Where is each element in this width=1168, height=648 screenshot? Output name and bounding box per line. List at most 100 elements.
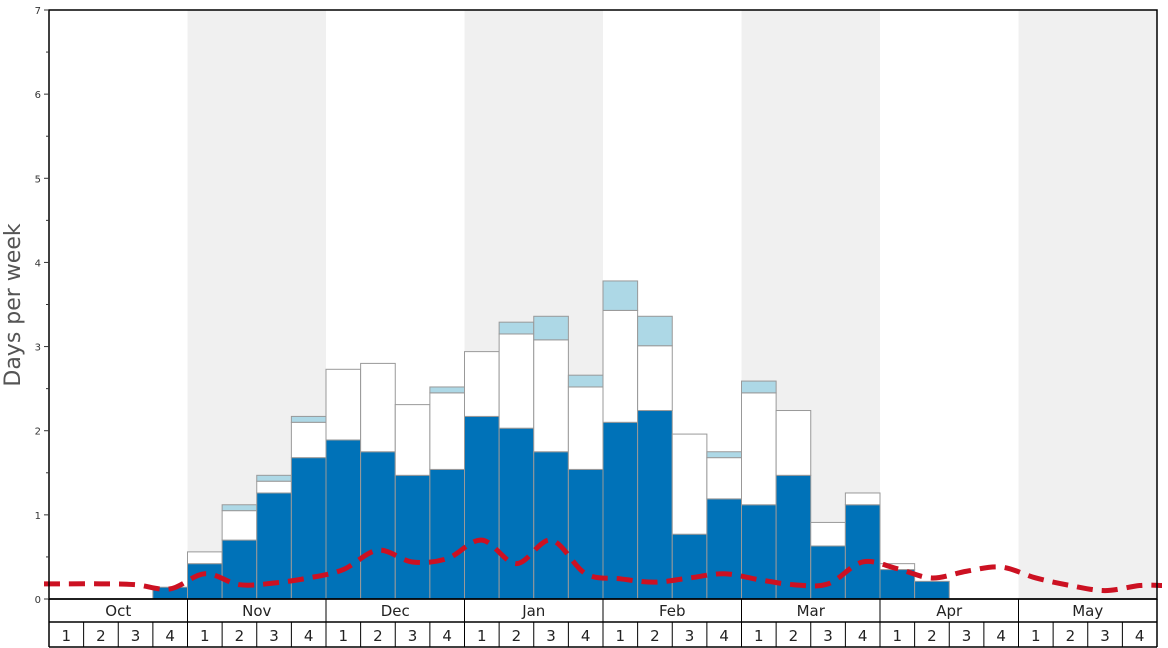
bar-segment-2 — [187, 551, 223, 565]
bar-segment-2 — [741, 392, 777, 506]
month-shading — [187, 10, 1157, 599]
week-label: 3 — [1100, 627, 1110, 645]
month-label: Apr — [936, 602, 963, 620]
bar-segment-1 — [429, 468, 465, 600]
bar-segment-2 — [706, 457, 742, 500]
bar-segment-2 — [221, 510, 258, 541]
week-label: 3 — [823, 627, 833, 645]
bar-segment-1 — [325, 439, 362, 600]
month-label: Feb — [659, 602, 686, 620]
dashed-line-series — [44, 537, 1163, 594]
week-label: 2 — [96, 627, 106, 645]
week-label: 3 — [269, 627, 279, 645]
bar-segment-3 — [567, 374, 604, 388]
month-label: Mar — [797, 602, 826, 620]
week-label: 4 — [858, 627, 868, 645]
x-axis-table: Oct Nov Dec Jan Feb Mar Apr May 1 2 3 4 1 2 3 4 1 2 3 4 1 2 3 4… — [48, 598, 1158, 648]
bar-segment-1 — [775, 474, 812, 600]
week-label: 4 — [996, 627, 1006, 645]
week-label: 2 — [789, 627, 799, 645]
bar-segment-3 — [290, 415, 327, 423]
bar-segment-1 — [533, 451, 569, 600]
bar-segment-1 — [221, 539, 258, 600]
y-tick-label: 1 — [35, 511, 41, 522]
week-label: 3 — [962, 627, 972, 645]
week-label: 1 — [200, 627, 210, 645]
week-label: 2 — [512, 627, 522, 645]
month-label: Jan — [521, 602, 545, 620]
y-tick-label: 4 — [35, 258, 41, 269]
bar-segment-2 — [394, 404, 431, 476]
week-label: 2 — [235, 627, 245, 645]
bar-segment-3 — [256, 474, 292, 482]
bar-segment-3 — [429, 386, 465, 394]
bar-segment-1 — [844, 504, 881, 600]
bar-segment-2 — [671, 433, 708, 535]
bar-segment-2 — [810, 521, 846, 547]
week-label: 1 — [477, 627, 487, 645]
week-label: 2 — [1066, 627, 1076, 645]
week-label: 1 — [754, 627, 764, 645]
bar-segment-1 — [187, 563, 223, 600]
week-label: 1 — [616, 627, 626, 645]
bar-segment-2 — [360, 362, 396, 453]
bar-segment-1 — [671, 533, 708, 600]
week-label: 1 — [62, 627, 72, 645]
week-label: 3 — [131, 627, 141, 645]
bar-series — [152, 280, 950, 600]
dashed-line-path — [44, 537, 1163, 594]
week-label: 3 — [546, 627, 556, 645]
bar-segment-2 — [325, 368, 362, 441]
week-label: 4 — [1135, 627, 1145, 645]
week-label: 3 — [685, 627, 695, 645]
bar-segment-1 — [394, 474, 431, 600]
bar-segment-3 — [221, 504, 258, 512]
bar-segment-2 — [429, 392, 465, 470]
bar-segment-1 — [290, 457, 327, 600]
bar-segment-1 — [637, 410, 673, 600]
week-label: 4 — [442, 627, 452, 645]
bar-segment-3 — [533, 315, 569, 341]
bar-segment-1 — [810, 545, 846, 600]
bar-segment-1 — [914, 580, 950, 600]
y-tick-label: 5 — [35, 174, 41, 185]
month-label: May — [1072, 602, 1103, 620]
bar-segment-2 — [290, 421, 327, 459]
week-label: 2 — [927, 627, 937, 645]
week-label: 4 — [304, 627, 314, 645]
bar-segment-3 — [706, 451, 742, 459]
bar-segment-1 — [706, 498, 742, 600]
bar-segment-3 — [637, 315, 673, 347]
month-label: Nov — [242, 602, 271, 620]
week-label: 1 — [339, 627, 349, 645]
bar-segment-2 — [844, 492, 881, 506]
month-label: Oct — [105, 602, 131, 620]
bar-segment-2 — [775, 410, 812, 476]
bar-segment-2 — [637, 345, 673, 412]
bar-segment-2 — [602, 309, 639, 423]
week-label: 3 — [408, 627, 418, 645]
week-label: 4 — [719, 627, 729, 645]
bar-segment-2 — [567, 386, 604, 470]
y-tick-label: 2 — [35, 427, 41, 438]
y-tick-label: 0 — [35, 595, 41, 606]
week-label: 4 — [581, 627, 591, 645]
bar-segment-1 — [602, 421, 639, 600]
month-label: Dec — [381, 602, 410, 620]
bar-segment-1 — [741, 504, 777, 600]
y-axis: 0 1 2 3 4 5 6 7 — [35, 6, 49, 606]
y-tick-label: 6 — [35, 90, 41, 101]
week-label: 2 — [650, 627, 660, 645]
bar-segment-2 — [256, 480, 292, 494]
month-shade-band — [1018, 10, 1157, 599]
week-label: 4 — [165, 627, 175, 645]
bar-segment-1 — [464, 415, 500, 600]
bar-segment-1 — [498, 427, 535, 600]
bar-segment-3 — [741, 380, 777, 394]
bar-segment-1 — [360, 451, 396, 600]
bar-segment-3 — [498, 321, 535, 335]
y-axis-label: Days per week — [1, 223, 26, 386]
bar-segment-2 — [498, 333, 535, 429]
week-label: 1 — [1031, 627, 1041, 645]
bar-segment-2 — [533, 339, 569, 453]
